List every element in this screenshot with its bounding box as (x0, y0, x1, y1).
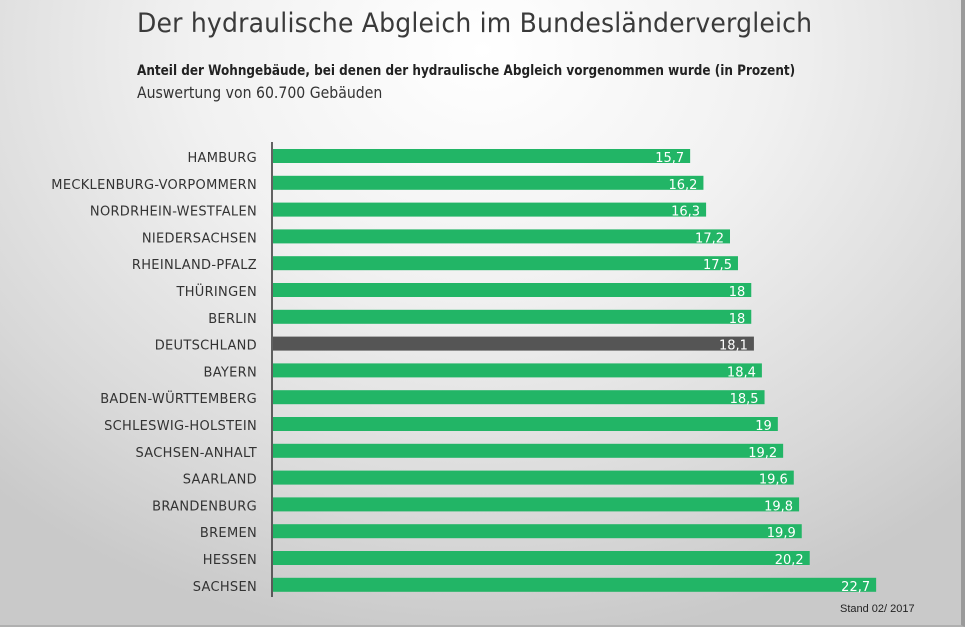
category-label: BREMEN (200, 526, 257, 541)
bar-brandenburg (273, 497, 800, 512)
category-label: RHEINLAND-PFALZ (132, 258, 257, 273)
category-label: MECKLENBURG-VORPOMMERN (51, 178, 257, 193)
bar-sachsen (273, 577, 877, 592)
stand-date: Stand 02/ 2017 (840, 603, 915, 615)
category-label: BRANDENBURG (152, 499, 257, 514)
bar-bayern (273, 363, 762, 378)
category-label: DEUTSCHLAND (155, 339, 257, 354)
bar-baden-württemberg (273, 390, 765, 405)
category-label: BERLIN (208, 312, 257, 327)
bar-deutschland (273, 336, 754, 351)
value-label: 18,5 (730, 392, 759, 407)
value-label: 20,2 (775, 553, 804, 568)
value-label: 19 (755, 419, 772, 434)
value-label: 18 (729, 312, 746, 327)
bar-rheinland-pfalz (273, 256, 738, 271)
value-label: 19,2 (748, 446, 777, 461)
category-label: NORDRHEIN-WESTFALEN (90, 205, 257, 220)
bar-saarland (273, 470, 794, 485)
value-label: 16,2 (668, 178, 697, 193)
category-labels: HAMBURG MECKLENBURG-VORPOMMERN NORDRHEIN-W… (51, 151, 258, 595)
value-label: 19,8 (764, 499, 793, 514)
category-label: THÜRINGEN (175, 283, 257, 300)
value-label: 15,7 (655, 151, 684, 166)
bar-berlin (273, 309, 752, 324)
category-label: SACHSEN (193, 580, 257, 595)
category-label: HAMBURG (187, 151, 257, 166)
category-label: SACHSEN-ANHALT (136, 446, 258, 461)
bar-hessen (273, 551, 810, 565)
category-label: SAARLAND (183, 473, 257, 488)
value-label: 18 (729, 285, 746, 300)
bar-thüringen (273, 283, 752, 297)
value-label: 22,7 (841, 580, 870, 595)
value-label: 18,4 (727, 365, 756, 380)
value-label: 19,6 (759, 473, 788, 488)
bars-group (273, 149, 877, 592)
category-label: HESSEN (203, 553, 257, 568)
value-label: 16,3 (671, 205, 700, 220)
bar-sachsen-anhalt (273, 443, 784, 458)
bar-hamburg (273, 149, 691, 163)
chart-title: Der hydraulische Abgleich im Bundeslände… (137, 8, 813, 39)
bar-bremen (273, 524, 802, 539)
category-label: SCHLESWIG-HOLSTEIN (104, 419, 257, 434)
chart-subtitle: Anteil der Wohngebäude, bei denen der hy… (137, 63, 796, 79)
category-label: BADEN-WÜRTTEMBERG (100, 390, 257, 407)
bar-niedersachsen (273, 229, 731, 244)
chart-note: Auswertung von 60.700 Gebäuden (137, 83, 383, 102)
value-label: 17,5 (703, 258, 732, 273)
value-label: 19,9 (767, 526, 796, 541)
value-label: 18,1 (719, 339, 748, 354)
bar-mecklenburg-vorpommern (273, 175, 704, 190)
bar-schleswig-holstein (273, 417, 778, 431)
value-label: 17,2 (695, 231, 724, 246)
value-labels: 15,7 16,2 16,3 17,2 17,5 18 18 18,1 18,4 18,5 19 19… (655, 151, 870, 595)
bar-nordrhein-westfalen (273, 202, 707, 217)
category-label: NIEDERSACHSEN (142, 231, 257, 246)
category-label: BAYERN (203, 365, 257, 380)
